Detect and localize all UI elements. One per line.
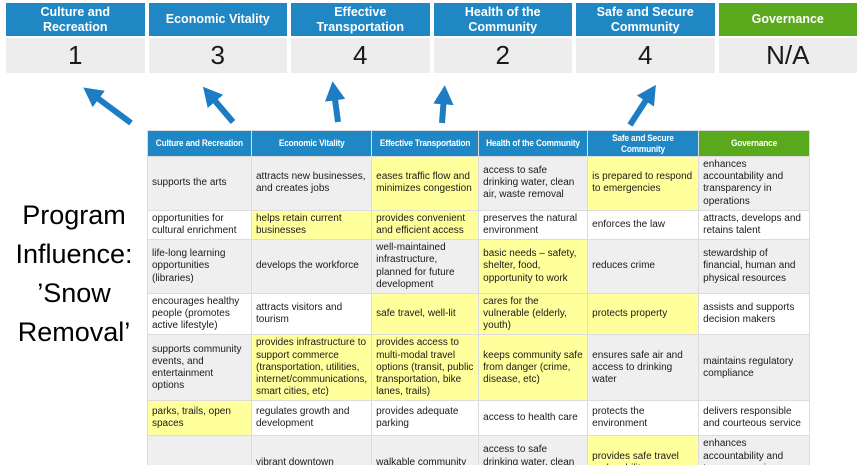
matrix-cell: regulates growth and development [250,400,373,437]
title-line-1: Program [22,200,126,230]
arrow-effective-transportation [324,81,346,123]
matrix-cell: encourages healthy people (promotes acti… [147,292,252,336]
matrix-row-3: life-long learning opportunities (librar… [147,239,811,294]
matrix-cell: preserves the natural environment [478,209,589,241]
matrix-cell: provides infrastructure to support comme… [250,334,373,402]
matrix-row-2: opportunities for cultural enrichment he… [147,209,811,241]
matrix-cell: provides safe travel and mobility [587,435,700,465]
matrix-cell: provides access to multi-modal travel op… [371,334,480,402]
influence-matrix-table: Culture and Recreation Economic Vitality… [147,130,811,465]
matrix-header-label: Health of the Community [486,138,581,149]
summary-header-safe-and-secure-community: Safe and Secure Community [576,3,715,36]
title-line-3: ’Snow [37,278,111,308]
summary-column-governance: Governance N/A [718,3,857,73]
matrix-cell: opportunities for cultural enrichment [147,209,252,241]
arrow-economic-vitality [202,86,236,124]
summary-column-health-of-the-community: Health of the Community 2 [433,3,572,73]
matrix-cell: basic needs – safety, shelter, food, opp… [478,239,589,294]
summary-score-economic-vitality: 3 [148,38,287,73]
matrix-cell: attracts new businesses, and creates job… [250,156,373,211]
summary-header-economic-vitality: Economic Vitality [148,3,287,36]
arrow-culture-and-recreation [83,87,133,126]
matrix-row-1: supports the arts attracts new businesse… [147,156,811,211]
matrix-cell: enhances accountability and transparency… [698,435,811,465]
matrix-header-safe-and-secure-community: Safe and Secure Community [587,130,700,157]
matrix-cell: life-long learning opportunities (librar… [147,239,252,294]
matrix-cell: access to safe drinking water, clean air… [478,156,589,211]
summary-header-effective-transportation: Effective Transportation [291,3,430,36]
arrow-safe-and-secure-community [627,84,656,127]
matrix-header-label: Governance [731,138,778,149]
matrix-cell [147,435,252,465]
matrix-cell: protects the environment [587,400,700,437]
matrix-header-effective-transportation: Effective Transportation [371,130,480,157]
matrix-header-label: Culture and Recreation [155,138,244,149]
matrix-header-label: Economic Vitality [278,138,345,149]
summary-score-health-of-the-community: 2 [433,38,572,73]
matrix-cell: parks, trails, open spaces [147,400,252,437]
influence-arrows [83,81,656,127]
matrix-cell: develops the workforce [250,239,373,294]
matrix-cell: attracts visitors and tourism [250,292,373,336]
matrix-cell: is prepared to respond to emergencies [587,156,700,211]
matrix-cell: enhances accountability and transparency… [698,156,811,211]
matrix-cell: eases traffic flow and minimizes congest… [371,156,480,211]
matrix-header-health-of-the-community: Health of the Community [478,130,589,157]
matrix-row-7: vibrant downtown walkable community acce… [147,435,811,465]
summary-score-effective-transportation: 4 [291,38,430,73]
matrix-cell: cares for the vulnerable (elderly, youth… [478,292,589,336]
summary-header-culture-and-recreation: Culture and Recreation [6,3,145,36]
matrix-cell: access to safe drinking water, clean air… [478,435,589,465]
arrow-health-of-the-community [433,85,454,124]
summary-score-governance: N/A [718,38,857,73]
summary-column-effective-transportation: Effective Transportation 4 [291,3,430,73]
matrix-cell: provides adequate parking [371,400,480,437]
title-line-4: Removal’ [17,317,131,347]
matrix-cell: vibrant downtown [250,435,373,465]
matrix-cell: ensures safe air and access to drinking … [587,334,700,402]
matrix-cell: access to health care [478,400,589,437]
matrix-cell: supports the arts [147,156,252,211]
matrix-cell: stewardship of financial, human and phys… [698,239,811,294]
summary-column-safe-and-secure-community: Safe and Secure Community 4 [576,3,715,73]
matrix-header-label: Safe and Secure Community [612,133,674,154]
summary-score-culture-and-recreation: 1 [6,38,145,73]
summary-score-safe-and-secure-community: 4 [576,38,715,73]
matrix-cell: well-maintained infrastructure, planned … [371,239,480,294]
matrix-cell: safe travel, well-lit [371,292,480,336]
summary-column-culture-and-recreation: Culture and Recreation 1 [6,3,145,73]
summary-band: Culture and Recreation 1 Economic Vitali… [6,3,857,73]
matrix-cell: protects property [587,292,700,336]
matrix-cell: maintains regulatory compliance [698,334,811,402]
matrix-cell: keeps community safe from danger (crime,… [478,334,589,402]
matrix-header-economic-vitality: Economic Vitality [250,130,373,157]
matrix-cell: provides convenient and efficient access [371,209,480,241]
matrix-cell: reduces crime [587,239,700,294]
matrix-cell: helps retain current businesses [250,209,373,241]
summary-header-governance: Governance [718,3,857,36]
matrix-cell: delivers responsible and courteous servi… [698,400,811,437]
matrix-row-6: parks, trails, open spaces regulates gro… [147,400,811,437]
matrix-cell: supports community events, and entertain… [147,334,252,402]
matrix-cell: attracts, develops and retains talent [698,209,811,241]
matrix-header-row: Culture and Recreation Economic Vitality… [147,130,811,157]
summary-header-health-of-the-community: Health of the Community [433,3,572,36]
matrix-row-5: supports community events, and entertain… [147,334,811,402]
summary-column-economic-vitality: Economic Vitality 3 [148,3,287,73]
matrix-cell: enforces the law [587,209,700,241]
title-line-2: Influence: [15,239,133,269]
matrix-header-governance: Governance [698,130,811,157]
page-title: Program Influence: ’Snow Removal’ [0,196,148,352]
matrix-cell: assists and supports decision makers [698,292,811,336]
matrix-header-label: Effective Transportation [379,138,471,149]
matrix-row-4: encourages healthy people (promotes acti… [147,292,811,336]
matrix-cell: walkable community [371,435,480,465]
matrix-header-culture-and-recreation: Culture and Recreation [147,130,252,157]
